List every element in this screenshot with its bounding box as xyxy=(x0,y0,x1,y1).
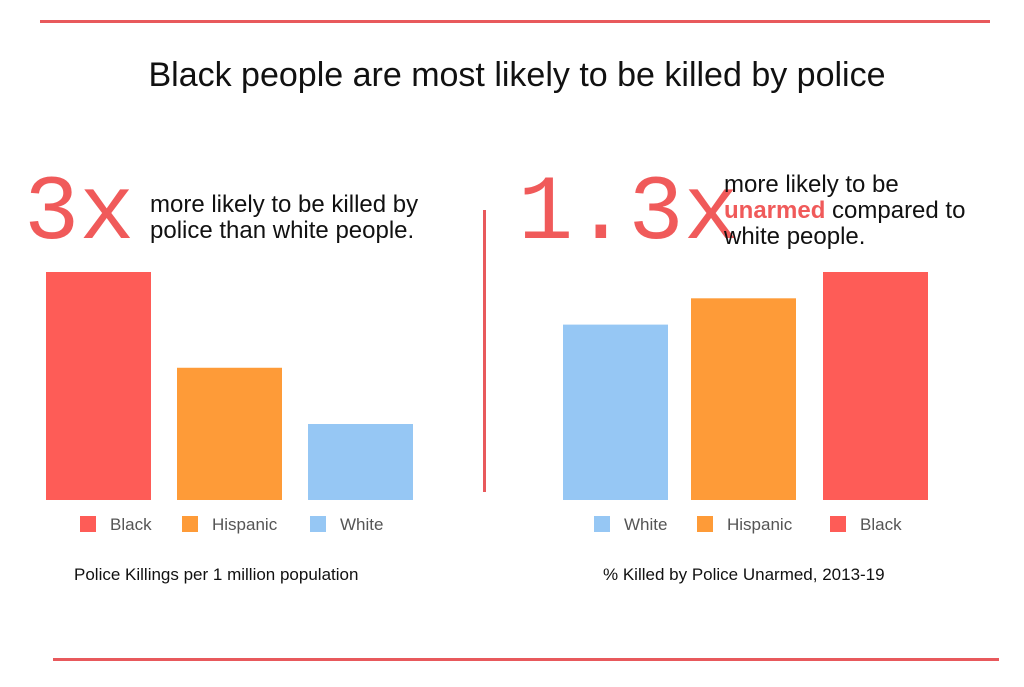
chart1-bar-black xyxy=(46,272,151,500)
chart2-bar-white xyxy=(563,324,668,500)
right-headline-figure: 1.3x xyxy=(518,161,739,266)
right-note-post: compared to white people. xyxy=(724,197,966,250)
left-headline-note: more likely to be killed by police than … xyxy=(150,191,419,244)
right-headline-note: more likely to be unarmed compared to whi… xyxy=(724,172,994,250)
chart1-legend-swatch-hispanic xyxy=(182,516,198,532)
bottom-rule xyxy=(53,658,999,661)
chart2-legend-swatch-white xyxy=(594,516,610,532)
chart1-legend-label-black: Black xyxy=(110,515,152,534)
center-divider xyxy=(483,210,486,492)
chart1-bar-hispanic xyxy=(177,367,282,500)
chart2-legend-swatch-black xyxy=(830,516,846,532)
left-headline-figure: 3x xyxy=(24,161,135,266)
chart2-legend-label-white: White xyxy=(624,515,667,534)
chart2-bar-hispanic xyxy=(691,298,796,500)
chart1-legend-label-hispanic: Hispanic xyxy=(212,515,278,534)
left-chart-caption: Police Killings per 1 million population xyxy=(74,565,359,584)
chart2-bar-black xyxy=(823,272,928,500)
chart1-bar-white xyxy=(308,424,413,500)
chart1-legend-swatch-white xyxy=(310,516,326,532)
chart1-legend-label-white: White xyxy=(340,515,383,534)
chart2-legend-label-hispanic: Hispanic xyxy=(727,515,793,534)
right-chart-caption: % Killed by Police Unarmed, 2013-19 xyxy=(603,565,885,584)
right-note-highlight: unarmed xyxy=(724,197,826,224)
chart2-legend-label-black: Black xyxy=(860,515,902,534)
right-note-pre: more likely to be xyxy=(724,171,899,198)
chart2-legend-swatch-hispanic xyxy=(697,516,713,532)
chart1-legend-swatch-black xyxy=(80,516,96,532)
page-title: Black people are most likely to be kille… xyxy=(148,56,886,94)
top-rule xyxy=(40,20,990,23)
